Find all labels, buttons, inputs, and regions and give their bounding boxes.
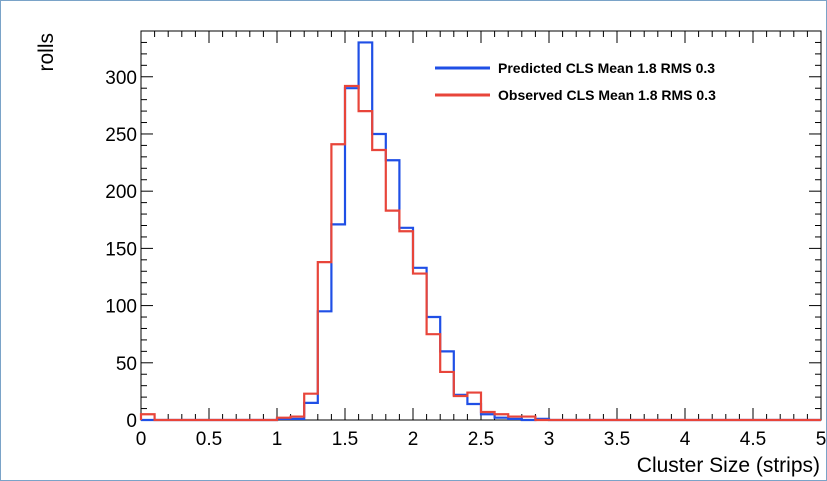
x-tick-label: 0: [136, 429, 147, 450]
legend-label-observed: Observed CLS Mean 1.8 RMS 0.3: [498, 87, 716, 103]
x-tick-label: 3: [544, 429, 555, 450]
y-tick-label: 0: [126, 411, 137, 432]
x-tick-label: 1: [272, 429, 283, 450]
x-tick-label: 1.5: [332, 429, 358, 450]
y-tick-label: 250: [105, 125, 137, 146]
y-tick-label: 200: [105, 182, 137, 203]
legend-label-predicted: Predicted CLS Mean 1.8 RMS 0.3: [498, 60, 715, 76]
y-tick-label: 100: [105, 297, 137, 318]
series-layer: [139, 41, 821, 422]
x-tick-label: 3.5: [604, 429, 630, 450]
x-tick-label: 4: [680, 429, 691, 450]
x-tick-label: 4.5: [740, 429, 766, 450]
x-tick-label: 2.5: [468, 429, 494, 450]
x-axis-title: Cluster Size (strips): [637, 454, 820, 477]
y-tick-label: 300: [105, 68, 137, 89]
plot-area: [140, 30, 822, 421]
x-tick-label: 0.5: [196, 429, 222, 450]
series-observed-line: [139, 84, 821, 422]
legend: Predicted CLS Mean 1.8 RMS 0.3 Observed …: [435, 60, 716, 103]
y-tick-label: 50: [116, 354, 137, 375]
y-axis-title: rolls: [35, 33, 58, 72]
x-tick-label: 2: [408, 429, 419, 450]
x-tick-label: 5: [816, 429, 827, 450]
y-tick-label: 150: [105, 239, 137, 260]
